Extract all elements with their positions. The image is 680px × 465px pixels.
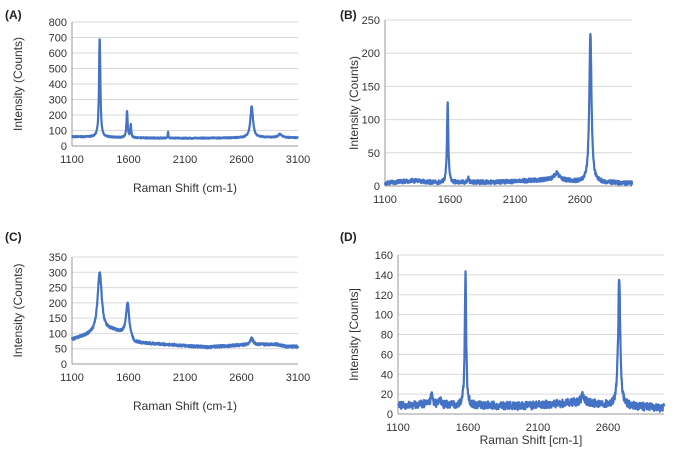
- y-axis-label: Intensity (Counts): [11, 37, 25, 131]
- x-tick-label: 2100: [526, 422, 550, 434]
- panel-label-a: (A): [5, 8, 22, 22]
- y-tick-label: 120: [375, 290, 393, 302]
- y-axis-label: Intensity (Counts): [347, 56, 361, 150]
- y-axis-label: Intensity [Counts]: [347, 288, 361, 381]
- spectrum-line: [70, 271, 300, 350]
- x-tick-label: 1100: [373, 194, 397, 206]
- y-tick-label: 80: [381, 330, 393, 342]
- y-tick-label: 250: [49, 283, 67, 295]
- spectrum-line: [397, 270, 666, 413]
- x-tick-label: 2100: [173, 372, 197, 384]
- x-tick-label: 2100: [503, 194, 527, 206]
- x-axis-label: Raman Shift [cm-1]: [480, 433, 583, 447]
- y-tick-label: 0: [374, 181, 380, 193]
- x-tick-label: 2600: [568, 194, 592, 206]
- x-tick-label: 2600: [596, 422, 620, 434]
- y-tick-label: 300: [49, 267, 67, 279]
- chart-panel-a: (A) 0 100 200 300 400 500 600 700 800 1100 1600 210…: [0, 0, 340, 225]
- y-tick-label: 0: [61, 359, 67, 371]
- panel-label-d: (D): [340, 230, 357, 244]
- x-tick-label: 2600: [229, 154, 253, 166]
- y-tick-label: 300: [49, 95, 67, 107]
- chart-b: 0 50 100 150 200 250 1100 1600 2100 2600 Intensity…: [347, 15, 634, 206]
- x-tick-label: 3100: [286, 372, 310, 384]
- chart-panel-c: (C) 0 50 100 150 200 250 300 350 1100 1600 2100 260…: [0, 230, 340, 460]
- y-tick-label: 100: [362, 115, 380, 127]
- chart-c: 0 50 100 150 200 250 300 350 1100 1600 2100 2600 310…: [11, 252, 310, 413]
- x-tick-label: 1100: [386, 422, 410, 434]
- y-tick-label: 0: [387, 409, 393, 421]
- y-tick-label: 20: [381, 389, 393, 401]
- y-axis-label: Intensity (Counts): [11, 263, 25, 357]
- panel-label-c: (C): [5, 230, 22, 244]
- chart-panel-d: (D) 0 20 40 60 80 100 120 140 160 1100 1600 2100 260…: [340, 230, 680, 460]
- y-tick-label: 600: [49, 48, 67, 60]
- chart-a: 0 100 200 300 400 500 600 700 800 1100 1600 2100 260…: [11, 17, 310, 195]
- x-tick-label: 1600: [116, 372, 140, 384]
- x-axis-label: Raman Shift (cm-1): [133, 181, 237, 195]
- y-tick-label: 50: [55, 344, 67, 356]
- y-tick-label: 150: [362, 81, 380, 93]
- y-tick-label: 40: [381, 369, 393, 381]
- chart-d: 0 20 40 60 80 100 120 140 160 1100 1600 2100 2600 Ram…: [347, 250, 666, 447]
- x-tick-label: 1600: [438, 194, 462, 206]
- spectrum-line: [71, 38, 299, 140]
- y-tick-label: 700: [49, 33, 67, 45]
- x-tick-label: 1100: [60, 372, 84, 384]
- y-tick-label: 800: [49, 17, 67, 29]
- y-tick-label: 100: [375, 310, 393, 322]
- y-tick-label: 140: [375, 270, 393, 282]
- y-tick-label: 200: [49, 298, 67, 310]
- x-axis-label: Raman Shift (cm-1): [133, 399, 237, 413]
- y-tick-label: 60: [381, 349, 393, 361]
- x-tick-label: 1100: [60, 154, 84, 166]
- y-tick-label: 100: [49, 126, 67, 138]
- y-tick-label: 200: [49, 110, 67, 122]
- y-tick-label: 350: [49, 252, 67, 264]
- x-tick-label: 2100: [173, 154, 197, 166]
- chart-panel-b: (B) 0 50 100 150 200 250 1100 1600 2100 2600 Inten…: [340, 0, 680, 225]
- spectrum-line: [383, 32, 634, 187]
- y-tick-label: 160: [375, 250, 393, 262]
- y-tick-label: 100: [49, 328, 67, 340]
- x-tick-label: 1600: [456, 422, 480, 434]
- y-tick-label: 150: [49, 313, 67, 325]
- y-tick-label: 200: [362, 48, 380, 60]
- panel-label-b: (B): [340, 8, 357, 22]
- y-tick-label: 0: [61, 141, 67, 153]
- x-tick-label: 1600: [116, 154, 140, 166]
- x-tick-label: 2600: [229, 372, 253, 384]
- y-tick-label: 250: [362, 15, 380, 27]
- y-tick-label: 50: [368, 148, 380, 160]
- x-tick-label: 3100: [286, 154, 310, 166]
- y-tick-label: 400: [49, 79, 67, 91]
- y-tick-label: 500: [49, 64, 67, 76]
